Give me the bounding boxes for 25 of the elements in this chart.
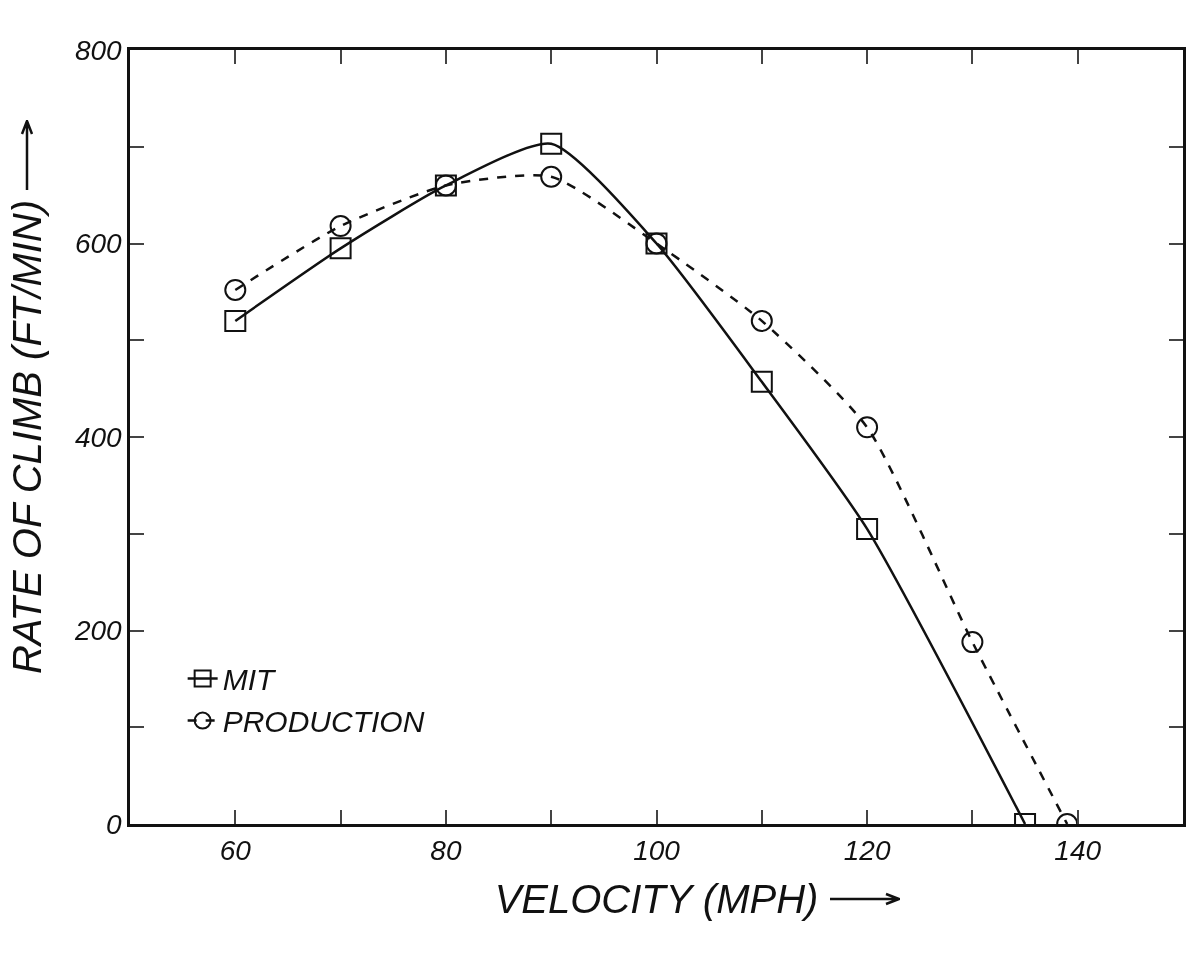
y-tick-label: 200 <box>73 615 123 647</box>
y-tick-label: 0 <box>106 808 123 840</box>
point <box>329 237 352 260</box>
x-axis-title: VELOCITY (MPH) <box>494 876 819 921</box>
point <box>224 278 247 301</box>
x-tick-label: 80 <box>430 835 462 867</box>
point <box>856 517 879 540</box>
point <box>329 215 352 238</box>
legend-label: MIT <box>222 663 277 697</box>
point <box>540 165 563 188</box>
point <box>750 370 773 393</box>
y-tick-label: 800 <box>74 34 123 66</box>
x-tick-label: 120 <box>843 835 891 867</box>
point <box>856 416 879 439</box>
legend-label: PRODUCTION <box>222 705 425 739</box>
point <box>961 631 984 654</box>
x-tick-label: 140 <box>1054 835 1102 867</box>
point <box>750 309 773 332</box>
y-tick-label: 400 <box>74 421 123 453</box>
y-axis-title: RATE OF CLIMB (FT/MIN) <box>5 199 50 675</box>
y-tick-label: 600 <box>74 228 123 260</box>
point <box>224 309 247 332</box>
x-tick-label: 100 <box>633 835 681 867</box>
point <box>540 132 563 155</box>
x-tick-label: 60 <box>219 835 252 867</box>
